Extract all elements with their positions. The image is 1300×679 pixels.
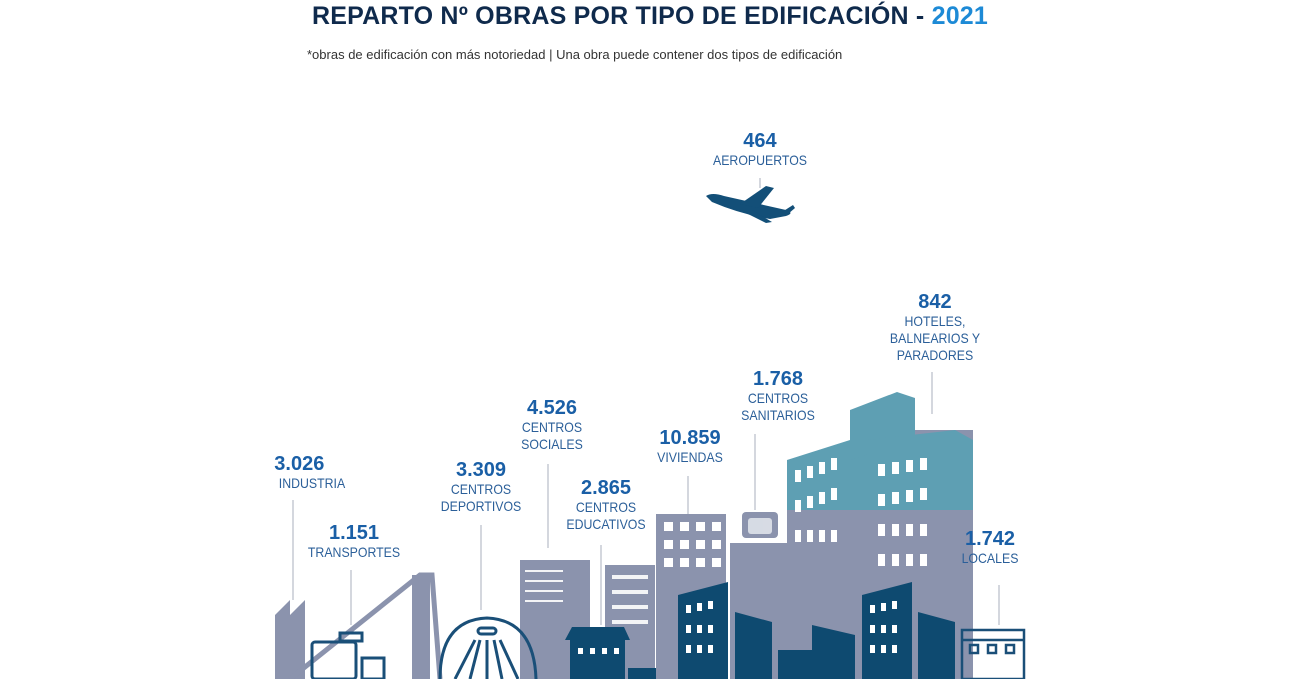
category-text: VIVIENDAS: [657, 449, 723, 465]
category-text: EDUCATIVOS: [566, 516, 646, 532]
hotel-building-icon: [787, 392, 973, 510]
value-text: 842: [918, 291, 952, 313]
value-text: 1.768: [752, 368, 804, 390]
apartment-front-small: [735, 612, 772, 679]
value-text: 2.865: [580, 477, 632, 499]
apartment-front-building: [678, 582, 728, 679]
subtitle: *obras de edificación con más notoriedad…: [307, 47, 843, 62]
apartment-front-building-2: [862, 582, 912, 679]
category-text: CENTROS: [450, 481, 512, 497]
label-locales: 1.742 LOCALES: [958, 528, 1023, 567]
label-viviendas: 10.859 VIVIENDAS: [653, 427, 728, 466]
title-year: 2021: [931, 2, 989, 30]
category-text: CENTROS: [747, 390, 809, 406]
label-centros-deportivos: 3.309 CENTROS DEPORTIVOS: [435, 459, 527, 515]
category-text: PARADORES: [896, 347, 974, 363]
category-text: TRANSPORTES: [307, 544, 401, 560]
value-text: 10.859: [659, 427, 721, 449]
category-text: LOCALES: [961, 550, 1019, 566]
value-text: 3.309: [455, 459, 507, 481]
label-industria: 3.026 INDUSTRIA: [274, 453, 349, 492]
label-centros-educativos: 2.865 CENTROS EDUCATIVOS: [561, 477, 651, 533]
category-text: CENTROS: [575, 499, 637, 515]
value-text: 4.526: [526, 397, 578, 419]
category-text: HOTELES,: [904, 313, 966, 329]
category-text: DEPORTIVOS: [440, 498, 522, 514]
title-text: REPARTO Nº OBRAS POR TIPO DE EDIFICACIÓN…: [311, 2, 932, 30]
category-text: SANITARIOS: [741, 407, 815, 423]
category-text: BALNEARIOS Y: [889, 330, 981, 346]
value-text: 1.742: [964, 528, 1016, 550]
airplane-icon: [706, 186, 795, 223]
train-icon: [310, 631, 386, 679]
factory-icon: [275, 600, 305, 679]
value-text: 1.151: [328, 522, 380, 544]
label-centros-sanitarios: 1.768 CENTROS SANITARIOS: [736, 368, 820, 424]
bridge-tower: [412, 575, 430, 679]
category-text: CENTROS: [521, 419, 583, 435]
category-text: INDUSTRIA: [278, 475, 346, 491]
value-text: 3.026: [274, 453, 325, 475]
label-centros-sociales: 4.526 CENTROS SOCIALES: [517, 397, 587, 453]
value-text: 464: [743, 130, 777, 152]
page-title: REPARTO Nº OBRAS POR TIPO DE EDIFICACIÓN…: [0, 2, 1300, 31]
stadium-icon: [438, 616, 538, 679]
label-aeropuertos: 464 AEROPUERTOS: [707, 130, 814, 169]
category-text: AEROPUERTOS: [712, 152, 808, 168]
category-text: SOCIALES: [521, 436, 583, 452]
label-transportes: 1.151 TRANSPORTES: [302, 522, 407, 561]
apartment-front-small-2: [918, 612, 955, 679]
school-icon: [565, 627, 630, 640]
house-building: [812, 625, 855, 679]
label-hoteles: 842 HOTELES, BALNEARIOS Y PARADORES: [884, 291, 986, 364]
shop-icon: [960, 628, 1026, 679]
